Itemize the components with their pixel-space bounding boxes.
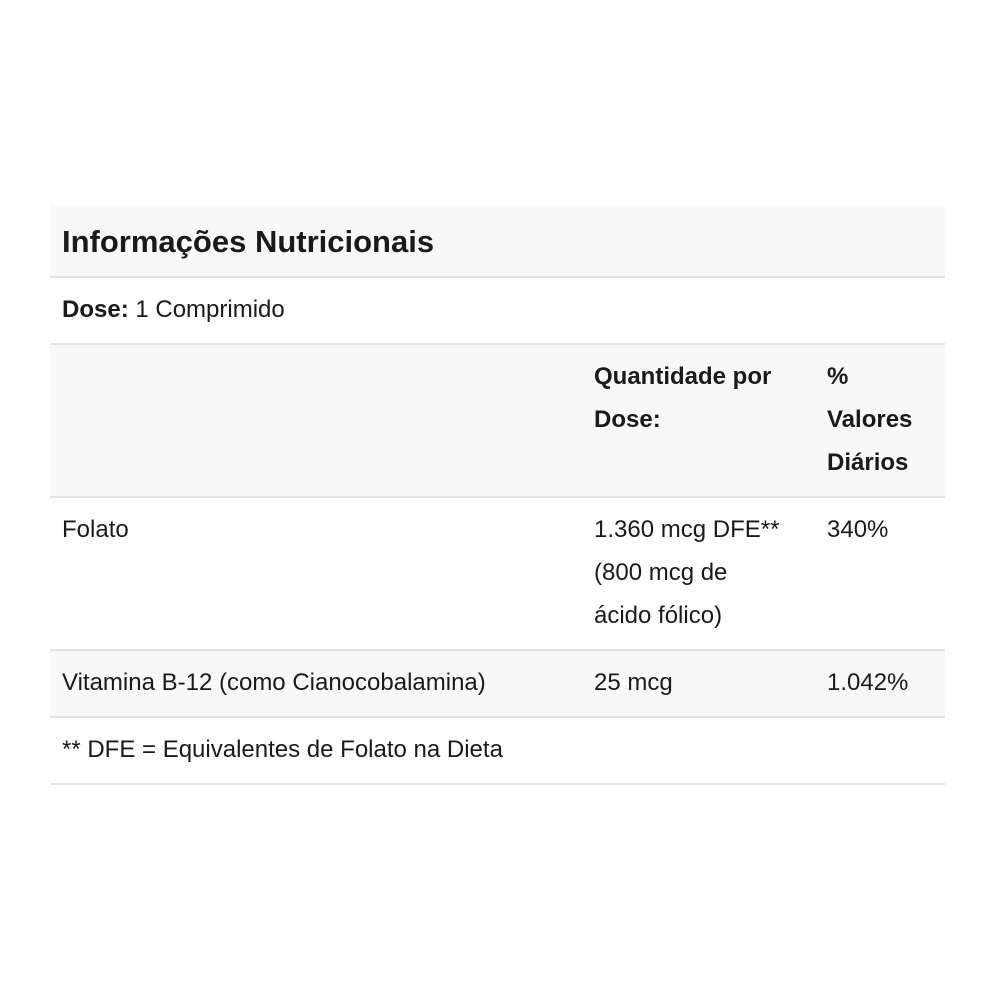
- nutrient-daily-value: 340%: [815, 497, 945, 651]
- title-row: Informações Nutricionais: [50, 205, 945, 278]
- quantity-line: 1.360 mcg DFE**: [594, 516, 780, 543]
- quantity-line: (800 mcg de: [594, 559, 728, 586]
- nutrient-name: Folato: [50, 497, 582, 651]
- header-quantity: Quantidade por Dose:: [582, 344, 815, 498]
- header-quantity-line: Dose:: [594, 406, 661, 433]
- header-quantity-line: Quantidade por: [594, 363, 772, 390]
- dose-value: 1 Comprimido: [135, 296, 285, 323]
- header-row: Quantidade por Dose: % Valores Diários: [50, 344, 945, 498]
- header-dv-line: Valores: [827, 406, 913, 433]
- nutrient-name: Vitamina B-12 (como Cianocobalamina): [50, 650, 582, 718]
- table-title: Informações Nutricionais: [50, 205, 945, 278]
- quantity-line: ácido fólico): [594, 602, 723, 629]
- footnote-row: ** DFE = Equivalentes de Folato na Dieta: [50, 717, 945, 785]
- nutrition-table: Informações Nutricionais Dose: 1 Comprim…: [50, 205, 945, 785]
- nutrient-quantity: 1.360 mcg DFE** (800 mcg de ácido fólico…: [582, 497, 815, 651]
- nutrient-quantity: 25 mcg: [582, 650, 815, 718]
- dose-label: Dose:: [62, 296, 129, 323]
- nutrient-daily-value: 1.042%: [815, 650, 945, 718]
- header-dv-line: %: [827, 363, 849, 390]
- nutrition-facts: Informações Nutricionais Dose: 1 Comprim…: [50, 205, 945, 785]
- footnote: ** DFE = Equivalentes de Folato na Dieta: [50, 717, 945, 785]
- header-empty: [50, 344, 582, 498]
- quantity-line: 25 mcg: [594, 669, 673, 696]
- header-daily-value: % Valores Diários: [815, 344, 945, 498]
- header-dv-line: Diários: [827, 449, 909, 476]
- dose-row: Dose: 1 Comprimido: [50, 277, 945, 345]
- table-row: Vitamina B-12 (como Cianocobalamina) 25 …: [50, 650, 945, 718]
- table-row: Folato 1.360 mcg DFE** (800 mcg de ácido…: [50, 497, 945, 651]
